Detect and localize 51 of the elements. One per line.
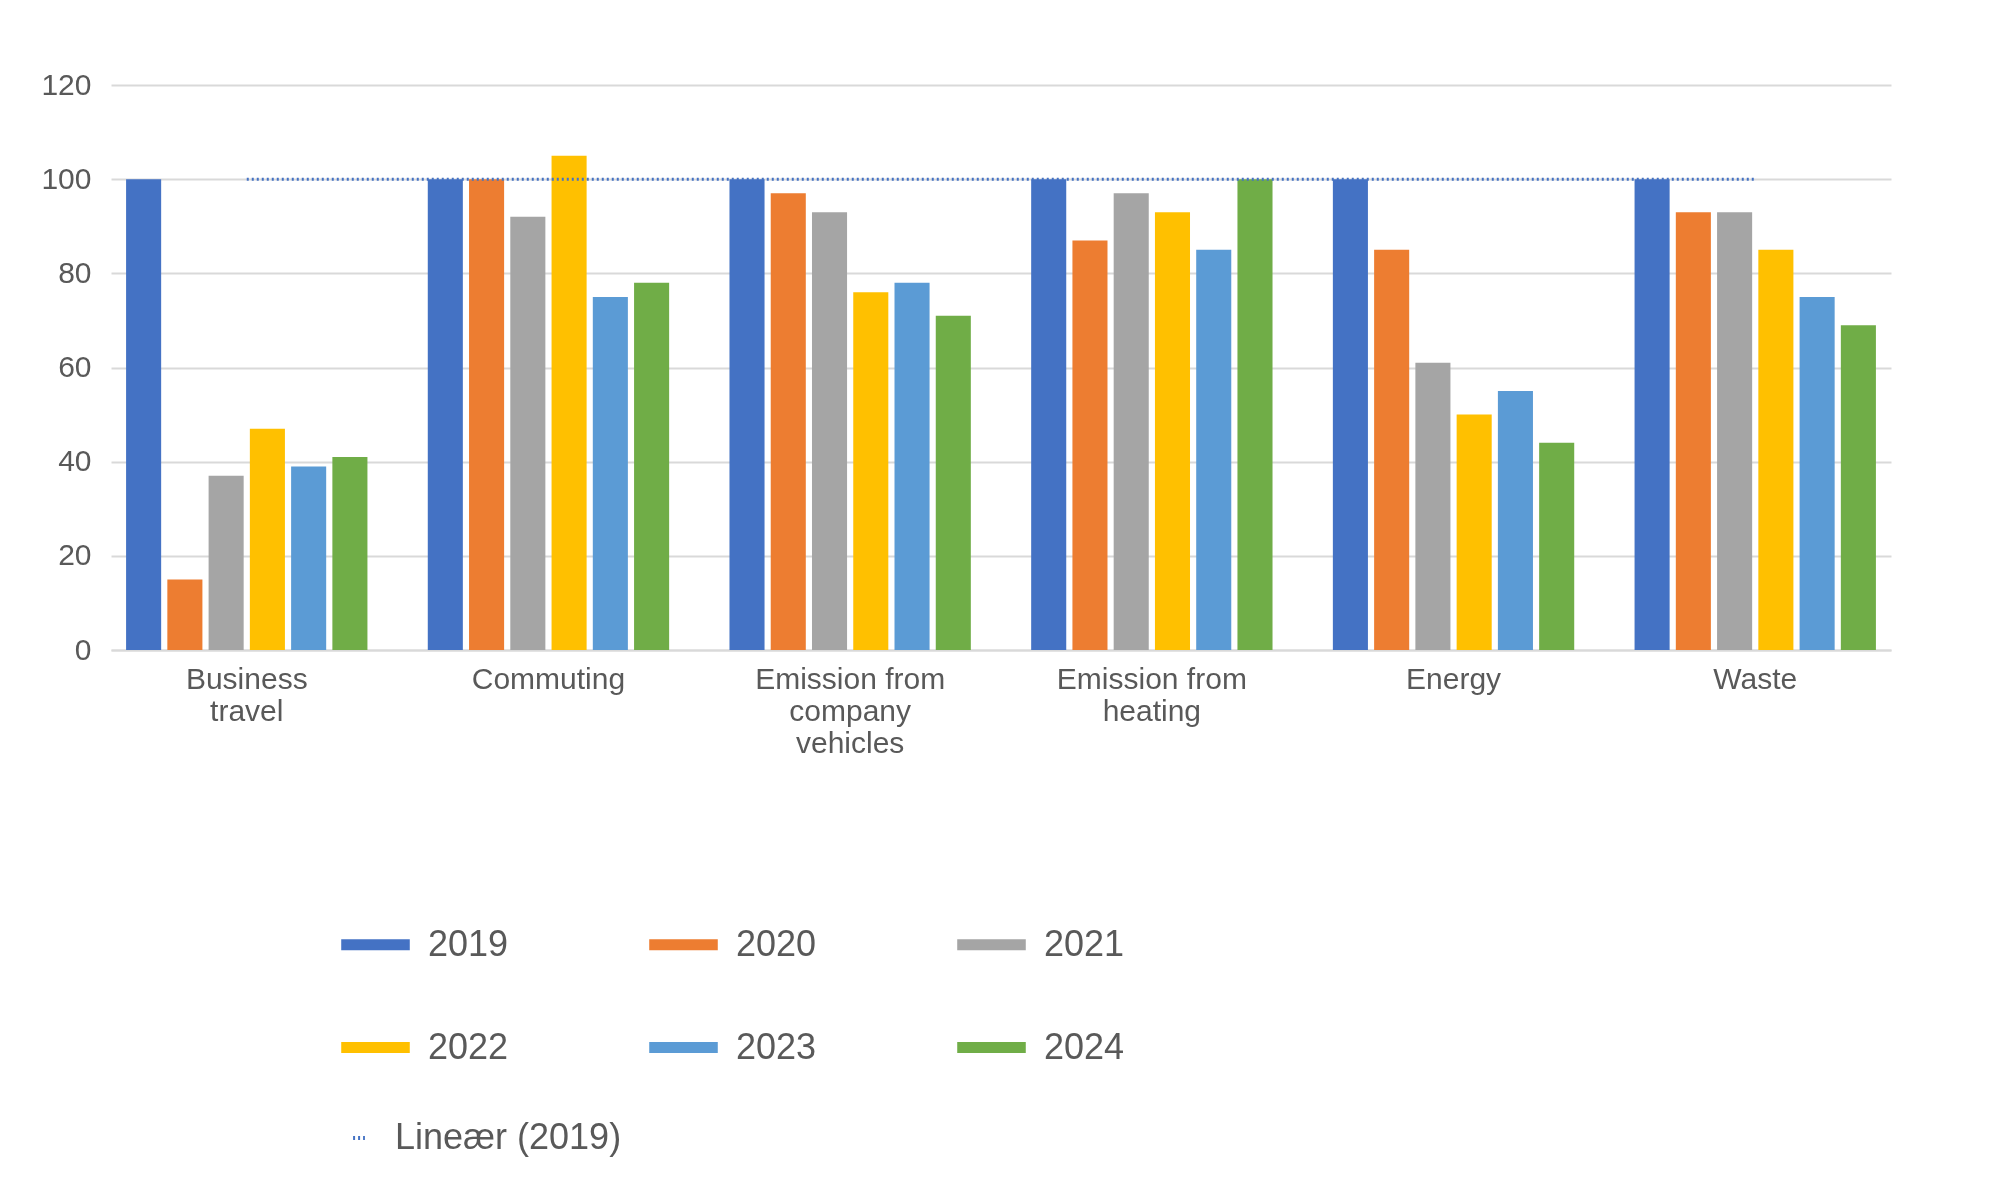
bar [1717, 212, 1753, 650]
legend-label: 2019 [428, 922, 509, 964]
bar [1237, 179, 1273, 650]
legend-label: 2022 [428, 1025, 509, 1067]
bar [1374, 249, 1410, 650]
x-tick-label: Emission from company vehicles [755, 661, 946, 759]
bar [1113, 193, 1149, 650]
legend-label: 2023 [736, 1025, 817, 1067]
bar [208, 475, 244, 650]
y-tick-label: 80 [58, 255, 92, 289]
bar [770, 193, 806, 650]
legend-label: Lineær (2019) [395, 1116, 622, 1157]
bar [249, 428, 285, 650]
bar [894, 282, 930, 650]
bar [1799, 296, 1835, 650]
bar [1758, 249, 1794, 650]
bar [1840, 325, 1876, 650]
bar [510, 216, 546, 650]
bar [1539, 442, 1575, 650]
bar [935, 315, 971, 650]
bar [1154, 212, 1191, 650]
x-tick-label: Business travel [185, 661, 308, 727]
legend-label: 2020 [736, 922, 817, 964]
legend-label: 2024 [1044, 1025, 1125, 1067]
x-tick-label: Energy [1406, 661, 1502, 695]
bar [1675, 212, 1711, 650]
bar [469, 179, 505, 650]
bar [551, 155, 587, 650]
bar [634, 282, 670, 650]
bar [592, 296, 628, 650]
bar [126, 179, 162, 650]
bar [332, 456, 368, 650]
y-tick-label: 100 [41, 161, 92, 195]
y-tick-label: 20 [58, 538, 92, 572]
bar [1456, 414, 1492, 650]
bar [167, 579, 203, 650]
x-tick-label: Emission from heating [1056, 661, 1247, 727]
bar [811, 212, 848, 650]
y-tick-label: 40 [58, 444, 92, 478]
bar [1072, 240, 1108, 650]
x-tick-label: Commuting [471, 661, 626, 695]
bar [853, 292, 889, 650]
legend-label: 2021 [1044, 922, 1125, 964]
bar [1196, 249, 1232, 650]
x-tick-label: Waste [1713, 661, 1798, 695]
bar [1415, 362, 1451, 650]
y-tick-label: 120 [41, 67, 92, 101]
y-tick-label: 60 [58, 350, 92, 383]
bar [291, 466, 327, 650]
bar [1497, 391, 1533, 650]
y-tick-label: 0 [74, 632, 92, 666]
